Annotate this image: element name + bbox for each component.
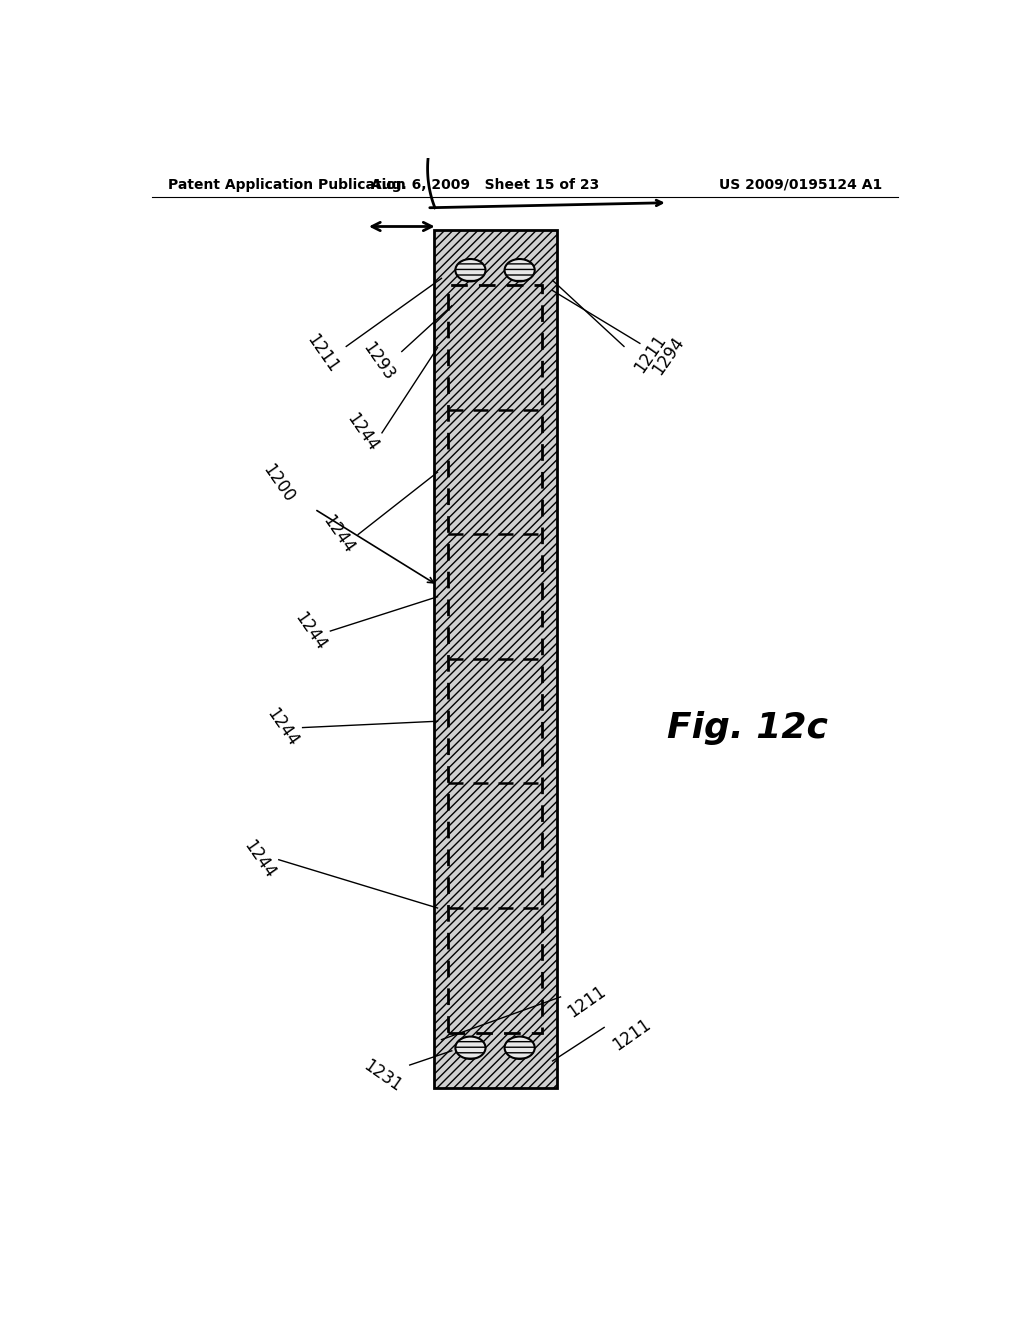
Text: Patent Application Publication: Patent Application Publication [168, 178, 406, 191]
Text: US 2009/0195124 A1: US 2009/0195124 A1 [719, 178, 882, 191]
Ellipse shape [505, 259, 535, 281]
Text: 1211: 1211 [564, 982, 609, 1022]
Text: 1244: 1244 [343, 411, 382, 455]
Text: Aug. 6, 2009   Sheet 15 of 23: Aug. 6, 2009 Sheet 15 of 23 [371, 178, 599, 191]
Text: 1211: 1211 [631, 331, 670, 376]
Text: 1244: 1244 [240, 837, 279, 882]
Text: 1211: 1211 [609, 1015, 654, 1055]
Text: 1244: 1244 [291, 609, 330, 653]
Text: 1293: 1293 [358, 339, 397, 384]
Text: 1244: 1244 [263, 705, 302, 750]
Ellipse shape [505, 1036, 535, 1059]
Text: 1294: 1294 [648, 333, 687, 378]
Text: 1200: 1200 [259, 461, 298, 506]
Text: 1231: 1231 [359, 1056, 404, 1096]
Bar [433, 230, 557, 1089]
Text: 1211: 1211 [303, 331, 342, 376]
Text: Fig. 12c: Fig. 12c [667, 710, 827, 744]
Ellipse shape [456, 1036, 485, 1059]
Text: 1244: 1244 [318, 512, 357, 557]
Bar [447, 285, 543, 1032]
Ellipse shape [456, 259, 485, 281]
